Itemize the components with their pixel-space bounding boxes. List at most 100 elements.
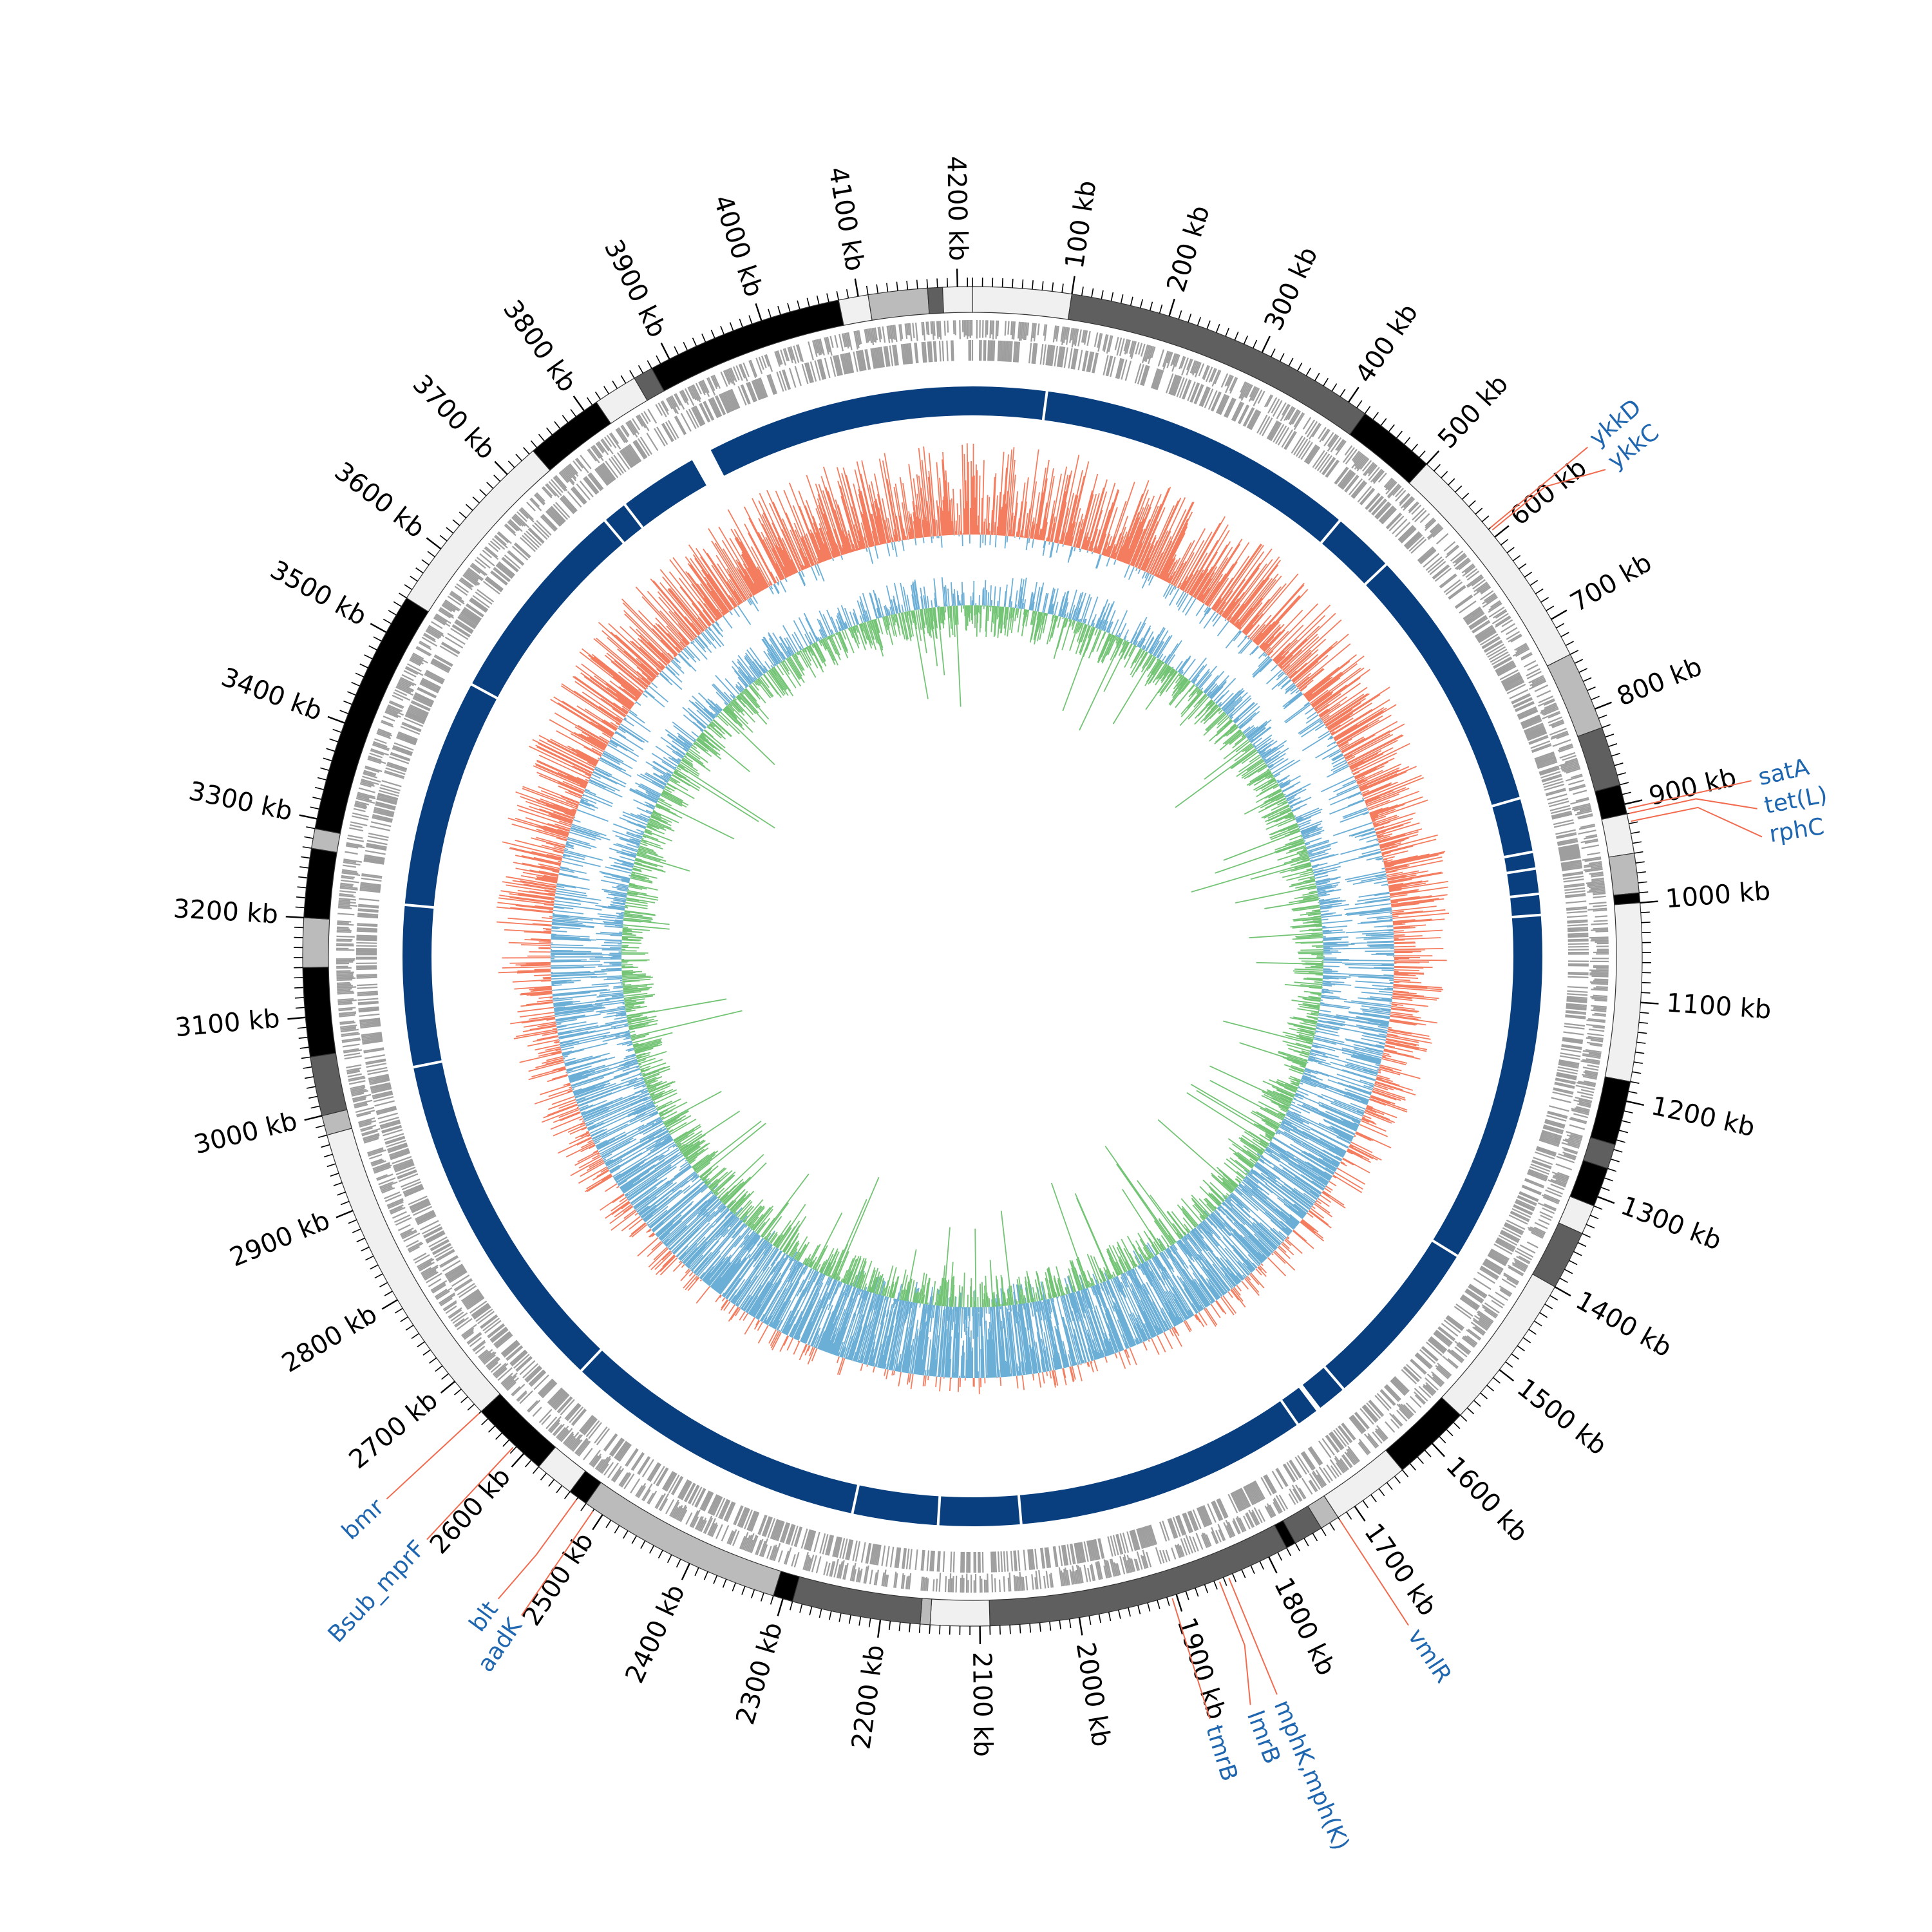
region-block (1385, 1397, 1461, 1471)
tick-label: 400 kb (1350, 298, 1424, 388)
gene-leader-line (1218, 1581, 1251, 1705)
gene-leader-line (1629, 798, 1757, 814)
contig-ring (402, 386, 1543, 1528)
gene-label: rphC (1768, 813, 1826, 848)
region-block (406, 450, 551, 612)
gc-skew-ring (496, 443, 1450, 1394)
tick-label: 3700 kb (407, 369, 501, 465)
gene-leader-line (426, 1446, 514, 1540)
tick-label: 4000 kb (707, 191, 768, 300)
contig-break (1508, 892, 1541, 899)
tick-label: 2400 kb (620, 1580, 691, 1687)
tick-label: 3000 kb (191, 1106, 300, 1160)
contig-break (469, 682, 500, 701)
tick-label: 3600 kb (329, 457, 430, 544)
tick-label: 800 kb (1613, 652, 1706, 712)
region-block (303, 848, 337, 920)
region-block (1577, 727, 1621, 792)
gene-label: vmlR (1403, 1624, 1457, 1688)
region-block (927, 287, 944, 314)
contig-break (1502, 850, 1535, 859)
tick-label: 1800 kb (1268, 1573, 1341, 1680)
forward-genes (336, 319, 1609, 1593)
region-block-ring (302, 286, 1643, 1627)
tick-label: 3300 kb (186, 776, 295, 827)
gene-leader-line (386, 1412, 480, 1500)
contig-break (936, 1494, 942, 1528)
gc-skew-positive (496, 443, 1450, 1394)
tick-label: 2000 kb (1070, 1640, 1116, 1748)
gene-leader-line (1631, 806, 1763, 838)
major-ticks (285, 269, 1659, 1644)
contig-break (1363, 562, 1389, 587)
contig-break (850, 1482, 860, 1516)
tick-label: 1500 kb (1511, 1373, 1613, 1461)
contig-break (1017, 1493, 1023, 1526)
tick-label: 700 kb (1566, 548, 1657, 618)
tick-label: 3800 kb (497, 295, 582, 398)
contig-gap (690, 448, 726, 488)
contig-break (1430, 1238, 1460, 1258)
gene-leader-line (497, 1499, 577, 1600)
contig-break (1319, 518, 1343, 545)
tick-label: 500 kb (1432, 369, 1514, 454)
gene-label: mphK,mph(K) (1269, 1696, 1354, 1854)
gc-skew-negative (550, 535, 1395, 1379)
gene-leader-line (1339, 1519, 1409, 1626)
gene-leader-line (1228, 1577, 1278, 1695)
tick-label: 2500 kb (517, 1528, 600, 1631)
tick-label: 1000 kb (1665, 876, 1772, 914)
tick-label: 2100 kb (967, 1652, 998, 1757)
gene-label: Bsub_mprF (323, 1535, 431, 1647)
tick-label: 1200 kb (1649, 1091, 1757, 1142)
tick-label: 600 kb (1505, 453, 1593, 531)
tick-label: 1300 kb (1617, 1191, 1726, 1256)
tick-label: 4200 kb (941, 156, 973, 261)
tick-label: 100 kb (1060, 178, 1103, 270)
region-block (838, 294, 873, 326)
region-block (532, 401, 612, 471)
contig-break (1504, 867, 1538, 875)
tick-label: 4100 kb (822, 165, 869, 274)
gene-label: tmrB (1200, 1722, 1243, 1785)
region-block (972, 286, 1073, 320)
gene-leader-line (1492, 469, 1606, 531)
region-block (302, 917, 330, 969)
tick-label: 2800 kb (277, 1299, 383, 1378)
region-block (310, 1052, 348, 1117)
gc-content-ring (589, 577, 1355, 1339)
region-block (929, 1598, 990, 1627)
gene-leader-line (1490, 446, 1588, 529)
contig-break (1041, 389, 1049, 422)
tick-label: 2900 kb (226, 1206, 334, 1273)
tick-label: 2700 kb (343, 1385, 443, 1475)
tick-label: 3900 kb (598, 235, 672, 342)
contig-break (402, 903, 436, 909)
tick-label: 300 kb (1258, 242, 1323, 335)
tick-label: 2300 kb (730, 1619, 788, 1728)
reverse-genes (355, 340, 1589, 1573)
contig-break (1490, 796, 1522, 808)
region-block (942, 286, 973, 314)
region-block (1604, 902, 1643, 1083)
contig-band (402, 386, 1542, 1526)
gc-content-above (589, 577, 1355, 1339)
region-block (1608, 853, 1640, 896)
tick-label: 3100 kb (174, 1004, 281, 1043)
tick-label: 3500 kb (265, 555, 372, 632)
region-block (1349, 413, 1428, 484)
contig-break (1510, 913, 1543, 919)
tick-label: 3200 kb (173, 894, 279, 929)
contig-gap (1297, 1383, 1322, 1413)
tick-label: 1600 kb (1440, 1451, 1533, 1548)
tick-label: 1400 kb (1571, 1285, 1677, 1363)
tick-label: 1900 kb (1171, 1614, 1231, 1723)
tick-label: 3400 kb (218, 662, 327, 726)
region-block (302, 967, 337, 1058)
region-block (480, 1393, 556, 1468)
contig-break (602, 518, 626, 545)
gene-leader-line (521, 1511, 594, 1616)
tick-label: 1100 kb (1665, 988, 1772, 1025)
